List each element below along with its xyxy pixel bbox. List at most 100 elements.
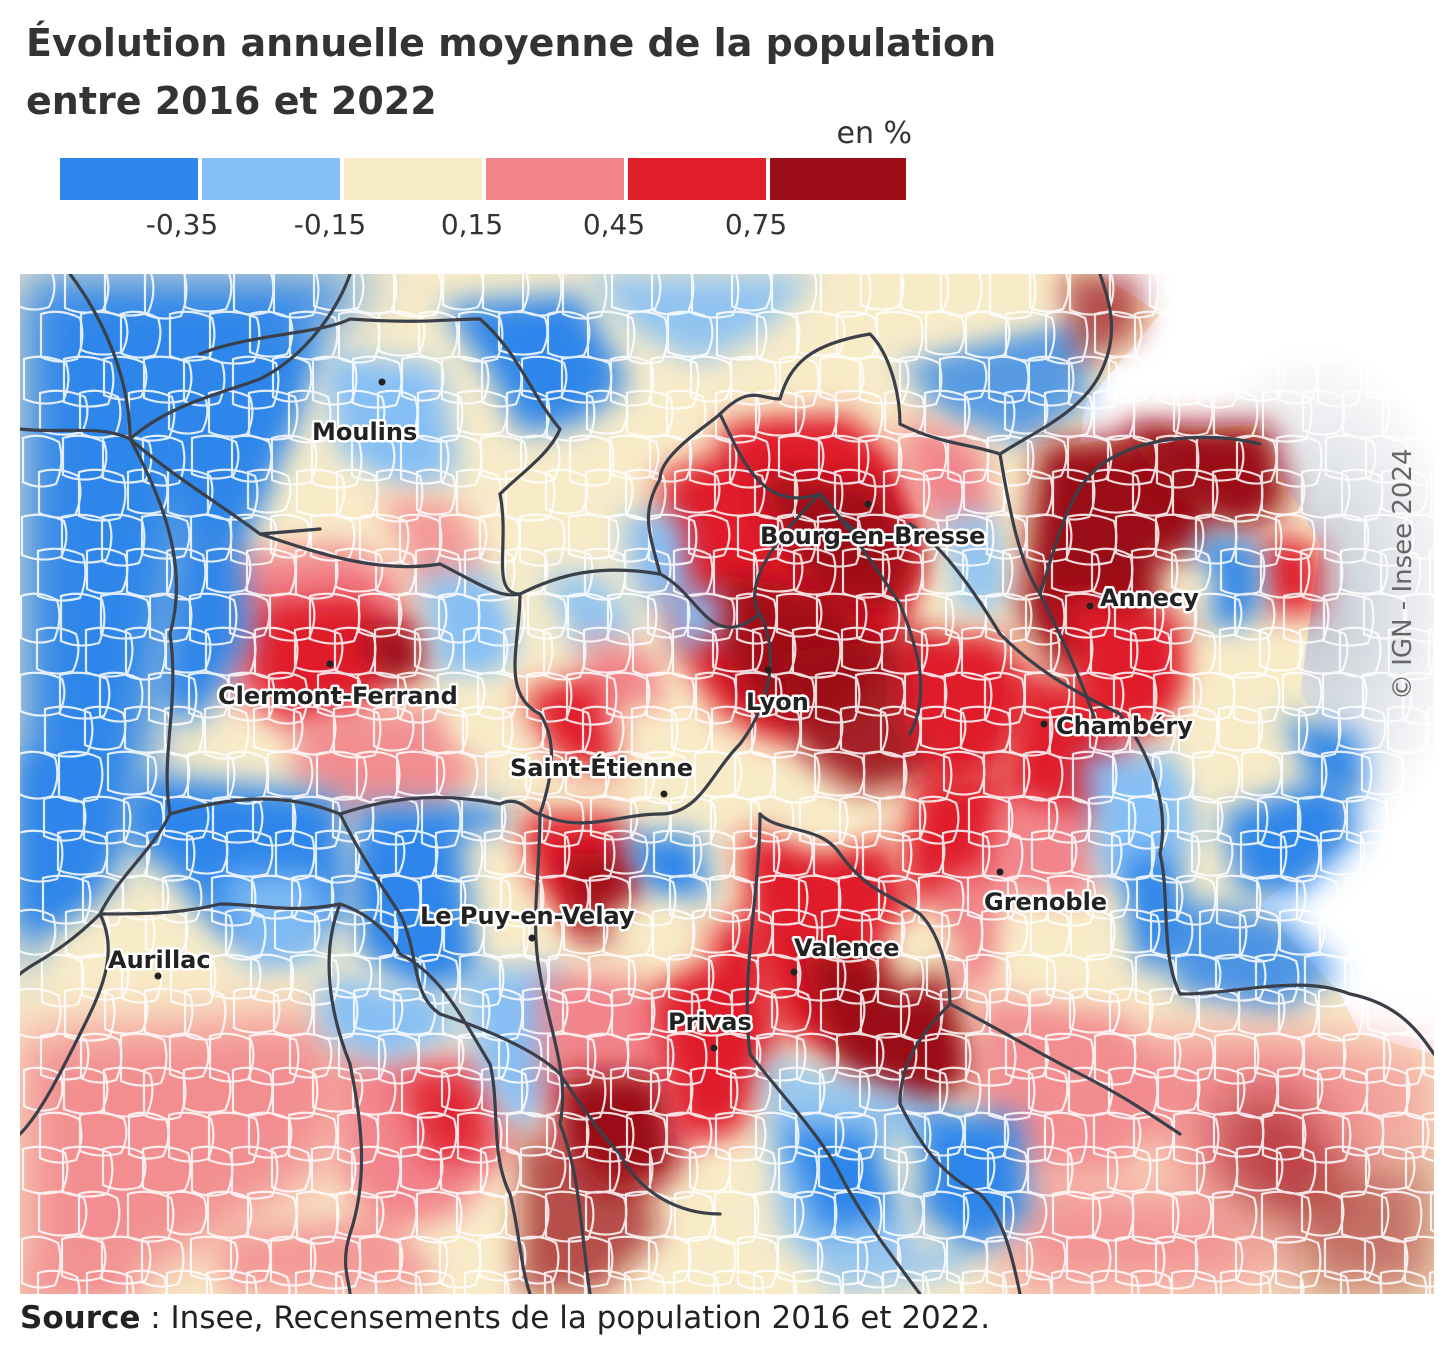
municipality-outline <box>752 547 804 593</box>
municipality-outline <box>1067 1066 1114 1117</box>
municipality-outline <box>1402 592 1434 643</box>
municipality-outline <box>1028 274 1070 313</box>
municipality-outline <box>329 953 373 999</box>
municipality-outline <box>544 1190 595 1243</box>
municipality-outline <box>1066 1145 1119 1200</box>
municipality-outline <box>897 434 948 481</box>
city-label: Bourg-en-Bresse <box>760 522 985 550</box>
municipality-outline <box>778 1066 826 1116</box>
municipality-outline <box>287 1111 338 1162</box>
municipality-outline <box>162 795 210 841</box>
municipality-outline <box>1276 1066 1324 1112</box>
city-dot <box>326 660 334 668</box>
municipality-outline <box>1065 1235 1112 1284</box>
municipality-outline <box>205 547 252 594</box>
municipality-outline <box>672 1269 720 1294</box>
municipality-outline <box>36 547 87 602</box>
municipality-outline <box>1175 874 1217 926</box>
municipality-outline <box>1003 389 1049 435</box>
municipality-outline <box>1027 355 1075 407</box>
city-dot <box>660 790 668 798</box>
class-area <box>620 834 710 914</box>
municipality-outline <box>729 1066 772 1113</box>
municipality-outline <box>1339 547 1389 595</box>
municipality-outline <box>313 908 366 957</box>
municipality-outline <box>20 671 66 717</box>
municipality-outline <box>1282 592 1330 644</box>
municipality-outline <box>61 434 108 481</box>
municipality-outline <box>1234 513 1283 568</box>
municipality-outline <box>182 355 226 407</box>
municipality-outline <box>644 750 689 805</box>
municipality-outline <box>1300 468 1351 519</box>
municipality-outline <box>749 795 795 843</box>
municipality-outline <box>837 874 887 922</box>
municipality-outline <box>670 705 712 753</box>
municipality-outline <box>1108 274 1160 319</box>
copyright-notice: © IGN - Insee 2024 <box>1388 448 1418 700</box>
municipality-outline <box>1218 626 1271 679</box>
municipality-outline <box>58 671 111 720</box>
municipality-outline <box>686 592 736 642</box>
municipality-outline <box>1002 1190 1048 1236</box>
municipality-outline <box>37 1190 88 1237</box>
municipality-outline <box>1068 987 1121 1034</box>
municipality-outline <box>856 513 908 561</box>
municipality-outline <box>539 874 590 921</box>
municipality-outline <box>415 468 457 516</box>
municipality-outline <box>125 1269 168 1294</box>
municipality-outline <box>520 355 568 401</box>
municipality-outline <box>1214 953 1267 1002</box>
municipality-outline <box>624 1190 673 1239</box>
legend-swatch-1 <box>60 158 198 200</box>
municipality-outline <box>316 671 363 718</box>
municipality-outline <box>100 1235 152 1285</box>
municipality-outline <box>434 829 484 883</box>
municipality-outline <box>1323 513 1370 564</box>
municipality-outline <box>1404 434 1434 487</box>
municipality-outline <box>392 987 437 1036</box>
municipality-outline <box>875 1032 918 1081</box>
municipality-outline <box>922 1190 970 1240</box>
municipality-outline <box>225 829 274 878</box>
municipality-outline <box>463 547 516 602</box>
municipality-outline <box>1302 310 1353 363</box>
municipality-outline <box>497 1032 543 1084</box>
municipality-outline <box>1173 310 1221 364</box>
municipality-outline <box>817 1145 864 1192</box>
municipality-outline <box>1337 705 1387 751</box>
municipality-outline <box>545 389 596 442</box>
city-label: Privas <box>668 1008 752 1036</box>
municipality-outline <box>205 1269 258 1294</box>
municipality-outline <box>1172 389 1214 437</box>
municipality-outline <box>79 310 129 356</box>
municipality-outline <box>1364 1145 1416 1191</box>
municipality-outline <box>211 795 264 844</box>
municipality-outline <box>1275 434 1323 488</box>
legend-unit: en % <box>836 116 912 151</box>
municipality-outline <box>518 513 566 567</box>
municipality-outline <box>1260 1190 1312 1244</box>
municipality-outline <box>1400 750 1434 799</box>
municipality-outline <box>20 750 59 800</box>
municipality-outline <box>1191 750 1241 804</box>
municipality-outline <box>1070 829 1123 878</box>
municipality-outline <box>269 1235 317 1287</box>
municipality-outline <box>57 750 104 803</box>
color-legend <box>60 158 906 200</box>
municipality-outline <box>22 355 70 405</box>
municipality-outline <box>457 1032 510 1081</box>
municipality-outline <box>1261 389 1313 443</box>
city-label: Clermont-Ferrand <box>218 682 458 710</box>
municipal-boundaries <box>20 274 1434 1294</box>
municipality-outline <box>1127 795 1170 850</box>
municipality-outline <box>418 953 460 1005</box>
municipality-outline <box>833 1190 883 1244</box>
class-area <box>220 1214 440 1294</box>
municipality-outline <box>1254 953 1300 1005</box>
municipality-outline <box>543 547 594 598</box>
municipality-outline <box>546 1032 597 1087</box>
municipality-outline <box>650 987 701 1034</box>
municipality-outline <box>1089 626 1139 680</box>
city-dot <box>864 500 872 508</box>
